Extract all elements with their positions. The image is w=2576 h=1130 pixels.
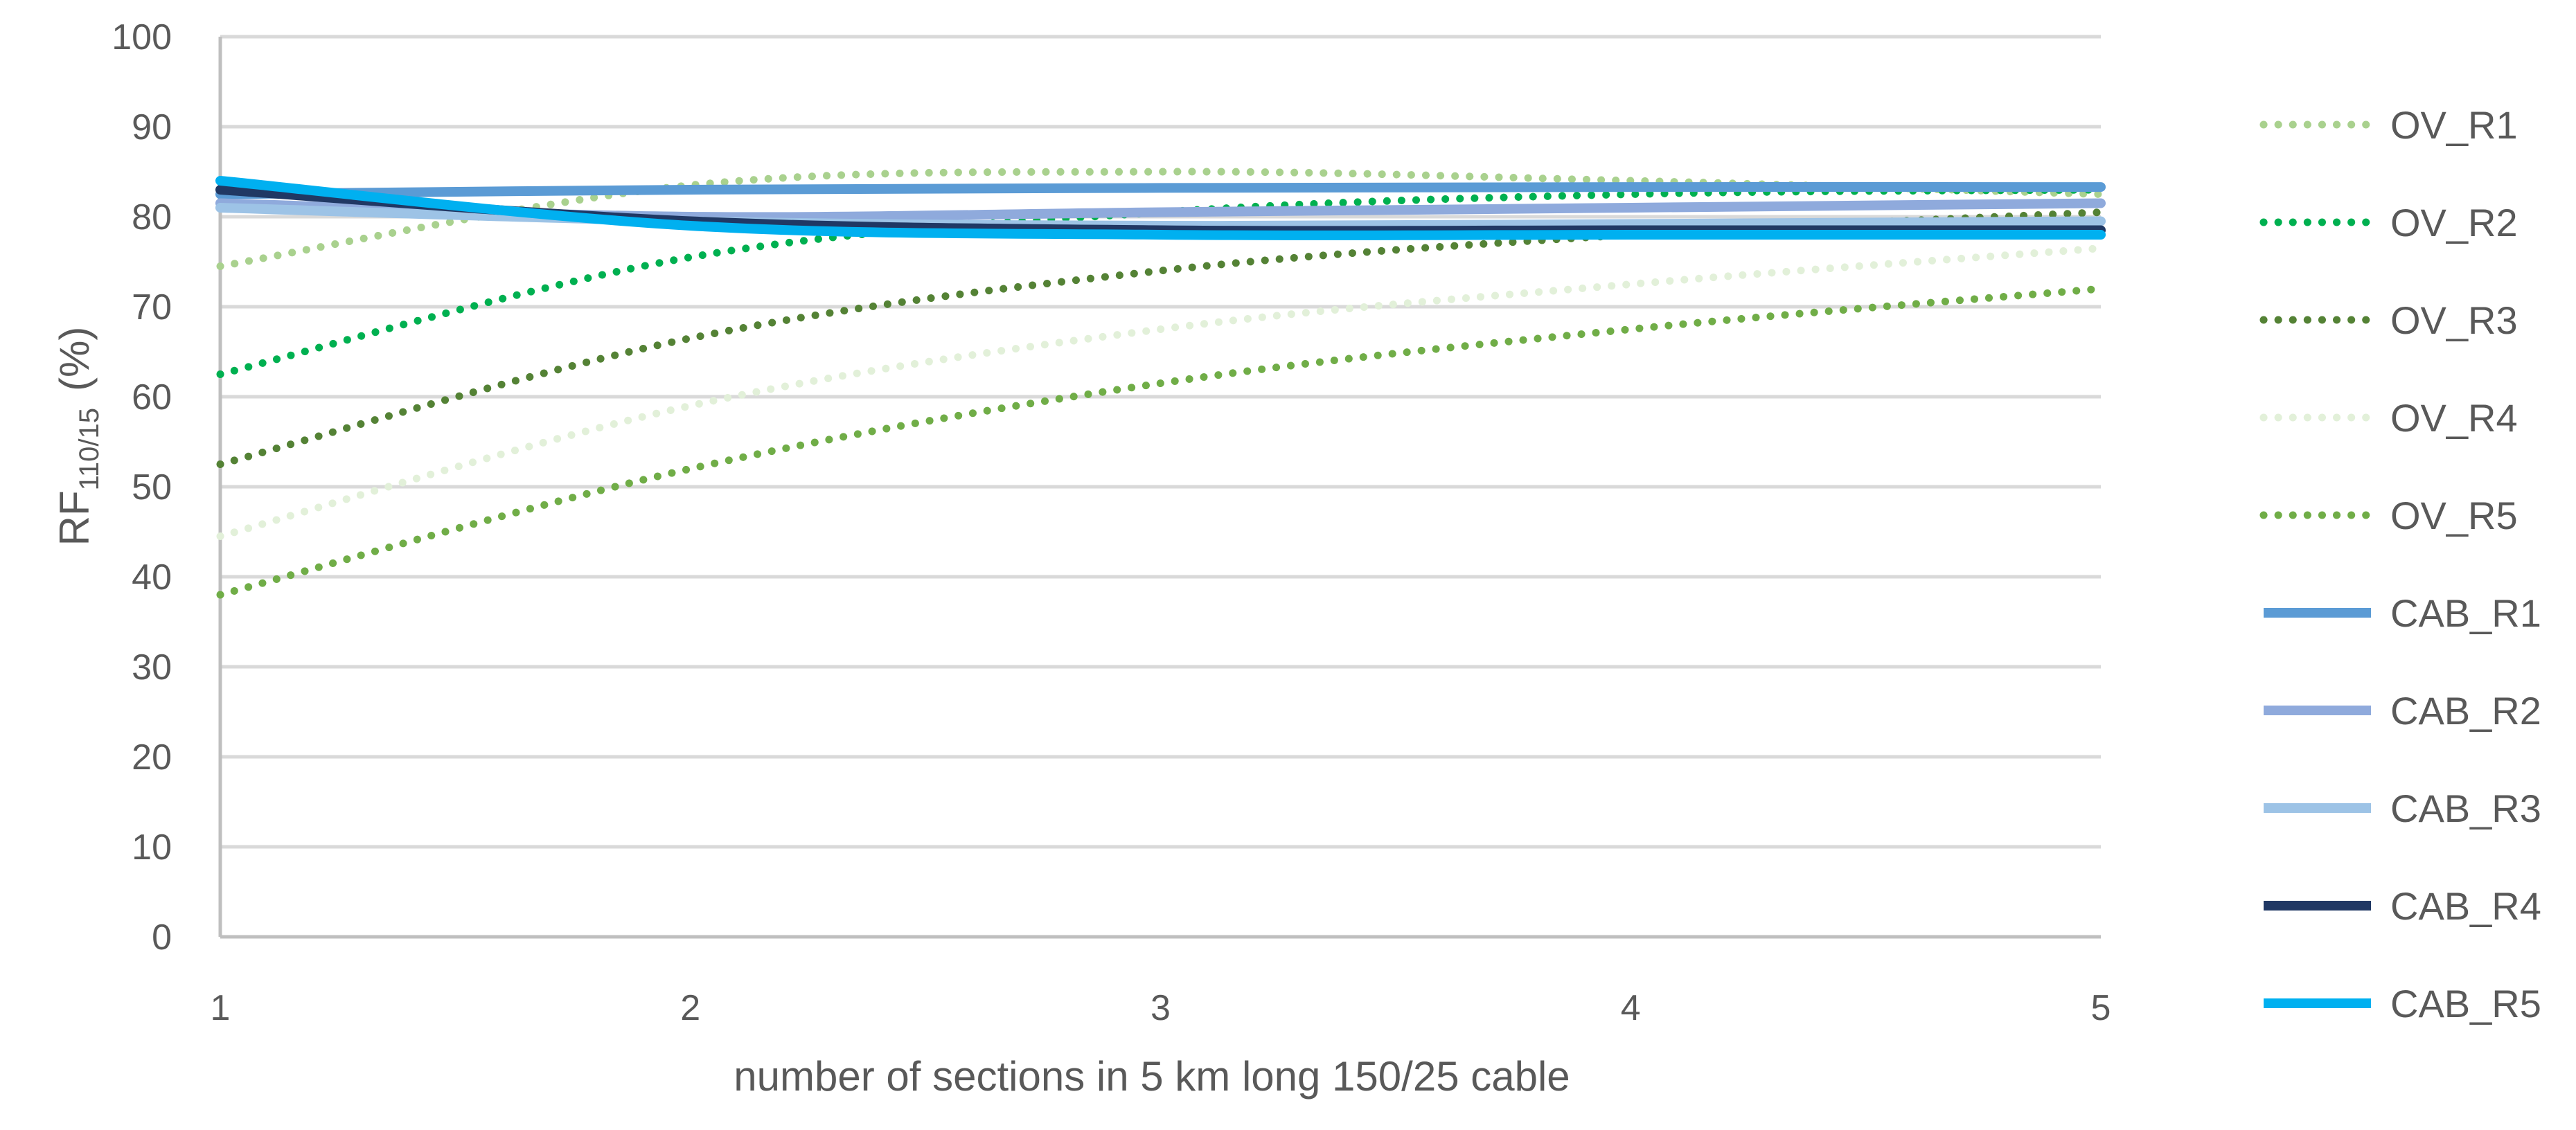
y-tick-label: 60	[132, 377, 172, 418]
x-axis-title: number of sections in 5 km long 150/25 c…	[734, 1053, 1570, 1100]
y-axis-ticks: 0 10 20 30 40 50 60 70 80 90 100	[112, 17, 172, 958]
legend-label: CAB_R4	[2390, 884, 2541, 928]
legend-label: OV_R2	[2390, 201, 2518, 244]
series-line-cab-r1	[215, 182, 2106, 199]
y-tick-label: 30	[132, 647, 172, 688]
y-tick-label: 50	[132, 467, 172, 508]
series-line-cab-r5	[215, 176, 2106, 240]
series-line-ov-r4	[216, 244, 2105, 540]
legend-label: CAB_R1	[2390, 591, 2541, 635]
y-tick-label: 0	[152, 917, 172, 958]
x-tick-label: 1	[211, 988, 231, 1028]
series-line-ov-r3	[216, 208, 2105, 468]
y-axis-title-main: RF	[51, 490, 98, 546]
x-tick-label: 4	[1621, 988, 1641, 1028]
legend-label: OV_R3	[2390, 298, 2518, 342]
legend-label: OV_R4	[2390, 396, 2518, 440]
legend-label: OV_R5	[2390, 494, 2518, 537]
y-tick-label: 90	[132, 107, 172, 147]
y-tick-label: 100	[112, 17, 172, 57]
x-tick-label: 3	[1151, 988, 1171, 1028]
y-tick-label: 40	[132, 557, 172, 598]
y-tick-label: 70	[132, 287, 172, 328]
x-tick-label: 5	[2091, 988, 2111, 1028]
y-axis-title-unit: (%)	[51, 327, 98, 391]
y-tick-label: 80	[132, 197, 172, 237]
y-axis-title: RF110/15 (%)	[51, 327, 105, 546]
legend-label: CAB_R3	[2390, 787, 2541, 830]
y-tick-label: 20	[132, 737, 172, 778]
series-line-ov-r5	[216, 285, 2105, 599]
legend-label: OV_R1	[2390, 103, 2518, 147]
legend: OV_R1 OV_R2 OV_R3 OV_R4 OV_R5 CAB_R1 CAB_R2 CAB…	[2259, 103, 2541, 1025]
y-axis-title-subscript: 110/15	[74, 408, 105, 490]
x-axis-ticks: 1 2 3 4 5	[211, 988, 2111, 1028]
series-lines	[215, 168, 2106, 599]
y-tick-label: 10	[132, 827, 172, 868]
legend-label: CAB_R5	[2390, 982, 2541, 1025]
x-tick-label: 2	[680, 988, 700, 1028]
legend-label: CAB_R2	[2390, 689, 2541, 733]
